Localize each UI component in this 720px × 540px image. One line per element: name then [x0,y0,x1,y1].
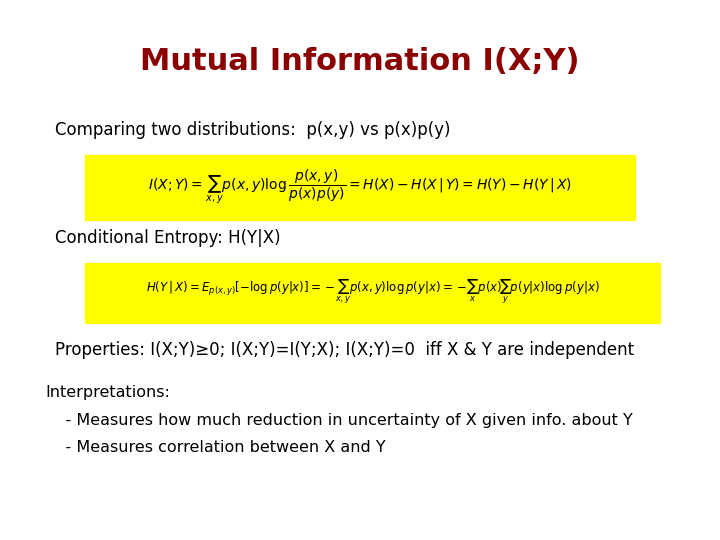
Text: Mutual Information I(X;Y): Mutual Information I(X;Y) [140,48,580,77]
Text: - Measures how much reduction in uncertainty of X given info. about Y: - Measures how much reduction in uncerta… [45,413,633,428]
Text: - Measures correlation between X and Y: - Measures correlation between X and Y [45,440,386,455]
Text: Comparing two distributions:  p(x,y) vs p(x)p(y): Comparing two distributions: p(x,y) vs p… [55,121,451,139]
Text: $H(Y\,|\,X) = E_{p(x,y)}[{-\log p(y|x)}] = -\!\sum_{x,y} p(x,y)\log p(y|x) = -\!: $H(Y\,|\,X) = E_{p(x,y)}[{-\log p(y|x)}]… [146,278,600,306]
Text: Interpretations:: Interpretations: [45,386,170,401]
Bar [85,263,660,323]
Text: $I(X;Y) = \sum_{x,y} p(x,y)\log \dfrac{p(x,y)}{p(x)p(y)} = H(X) - H(X\,|\,Y) = H: $I(X;Y) = \sum_{x,y} p(x,y)\log \dfrac{p… [148,167,572,206]
Bar [85,155,635,220]
Text: Conditional Entropy: H(Y|X): Conditional Entropy: H(Y|X) [55,229,281,247]
Text: Properties: I(X;Y)≥0; I(X;Y)=I(Y;X); I(X;Y)=0  iff X & Y are independent: Properties: I(X;Y)≥0; I(X;Y)=I(Y;X); I(X… [55,341,634,359]
